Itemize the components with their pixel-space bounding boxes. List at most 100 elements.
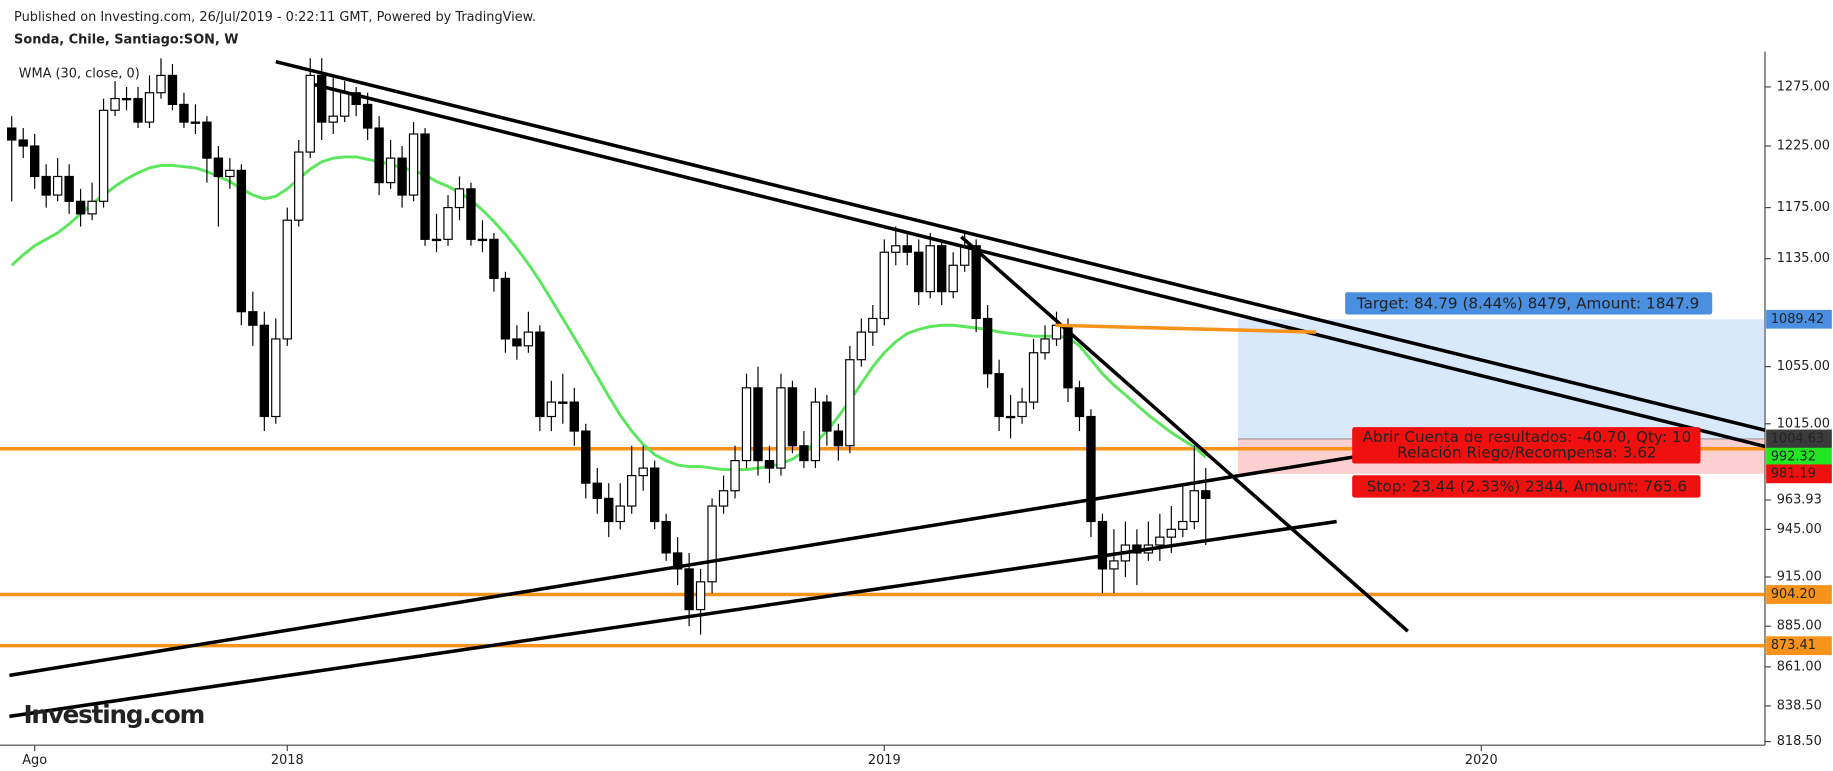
trendline	[313, 82, 1765, 449]
chart-title: Sonda, Chile, Santiago:SON, W	[14, 32, 238, 47]
watermark: Investing.com	[23, 700, 204, 729]
stop-price-label-bg	[1766, 464, 1832, 484]
candle-body	[443, 206, 453, 240]
x-tick-label: 2020	[1465, 753, 1498, 768]
candle-body	[1201, 490, 1211, 499]
candle-body	[248, 311, 258, 326]
candle-body	[822, 401, 832, 432]
stop-text: Stop: 23.44 (2.33%) 2344, Amount: 765.6	[1367, 478, 1687, 496]
candle-body	[362, 103, 373, 129]
wma-line	[10, 155, 1207, 472]
candle-body	[764, 460, 775, 469]
plot-area	[0, 58, 1765, 719]
x-tick-label: Ago	[22, 753, 47, 768]
y-tick-label: 838.50	[1777, 698, 1822, 713]
candle-body	[672, 552, 683, 570]
candle-body	[213, 157, 224, 178]
candle-body	[190, 121, 201, 124]
candle-body	[167, 74, 178, 106]
x-tick-label: 2018	[271, 753, 304, 768]
candle-body	[110, 97, 120, 111]
y-tick-label: 1275.00	[1777, 79, 1830, 94]
y-tick-label: 1175.00	[1777, 200, 1830, 215]
candle-body	[236, 169, 247, 313]
x-tick-label: 2019	[868, 753, 901, 768]
candle-body	[259, 324, 270, 418]
candle-body	[408, 133, 419, 196]
candle-body	[649, 467, 660, 523]
candle-body	[833, 430, 844, 447]
candle-body	[558, 401, 568, 404]
trendline	[9, 441, 1437, 678]
candle-body	[707, 505, 717, 583]
candle-body	[810, 401, 821, 462]
candle-body	[1166, 528, 1177, 538]
candle-body	[695, 581, 706, 611]
candle-body	[1097, 520, 1108, 570]
y-tick-label: 945.00	[1777, 522, 1822, 537]
candle-body	[937, 245, 947, 293]
indicator-legend: WMA (30, close, 0)	[19, 66, 140, 81]
candle-body	[627, 475, 637, 507]
candle-body	[592, 482, 602, 499]
candle-body	[1178, 520, 1188, 530]
candle-body	[18, 139, 28, 147]
candle-body	[891, 245, 901, 253]
candle-body	[512, 338, 522, 347]
candle-body	[1155, 536, 1165, 546]
candle-body	[87, 200, 97, 215]
candle-body	[52, 175, 63, 196]
candle-body	[1109, 560, 1119, 570]
target-box	[1345, 292, 1713, 315]
info-box	[1352, 427, 1701, 464]
candle-body	[1074, 387, 1085, 418]
candle-body	[638, 467, 648, 477]
y-tick-label: 818.50	[1777, 734, 1822, 749]
info-text: Abrir Cuenta de resultados: -40.70, Qty:…	[1363, 428, 1692, 446]
candle-body	[914, 251, 924, 293]
candle-body	[305, 74, 315, 153]
candle-body	[29, 145, 40, 178]
stop-price-label: 981.19	[1771, 466, 1816, 481]
y-tick-label: 1015.00	[1777, 416, 1830, 431]
candle-body	[546, 401, 557, 418]
candle-body	[144, 92, 155, 123]
trendline	[9, 519, 1337, 719]
candle-body	[121, 97, 132, 101]
candle-body	[41, 175, 51, 196]
candle-body	[500, 277, 511, 340]
candle-body	[431, 238, 442, 242]
candle-body	[948, 264, 958, 293]
candle-body	[271, 338, 281, 418]
y-tick-label: 915.00	[1777, 569, 1822, 584]
candle-body	[856, 331, 867, 361]
candle-body	[569, 401, 579, 432]
y-tick-label: 1135.00	[1777, 251, 1830, 266]
candle-body	[1040, 338, 1050, 354]
candle-body	[489, 238, 499, 279]
level-price-label: 873.41	[1771, 638, 1816, 653]
stop-box	[1352, 475, 1701, 498]
candle-body	[776, 387, 786, 469]
candle-body	[282, 219, 292, 340]
candle-body	[1051, 324, 1062, 340]
candle-body	[1028, 352, 1039, 403]
candle-body	[1086, 415, 1096, 523]
candle-body	[294, 151, 304, 221]
candle-body	[202, 121, 212, 159]
y-tick-label: 963.93	[1777, 493, 1822, 508]
candle-body	[397, 157, 407, 196]
candle-body	[339, 92, 350, 117]
candle-body	[879, 251, 889, 320]
candle-body	[374, 127, 384, 184]
candle-body	[615, 505, 625, 523]
candle-body	[581, 430, 591, 484]
candle-body	[971, 245, 981, 320]
candle-body	[994, 373, 1004, 418]
level-price-label-bg	[1766, 636, 1832, 656]
candle-body	[466, 188, 476, 240]
candle-body	[845, 359, 855, 447]
trendline	[275, 59, 1765, 433]
y-tick-label: 885.00	[1777, 619, 1822, 634]
